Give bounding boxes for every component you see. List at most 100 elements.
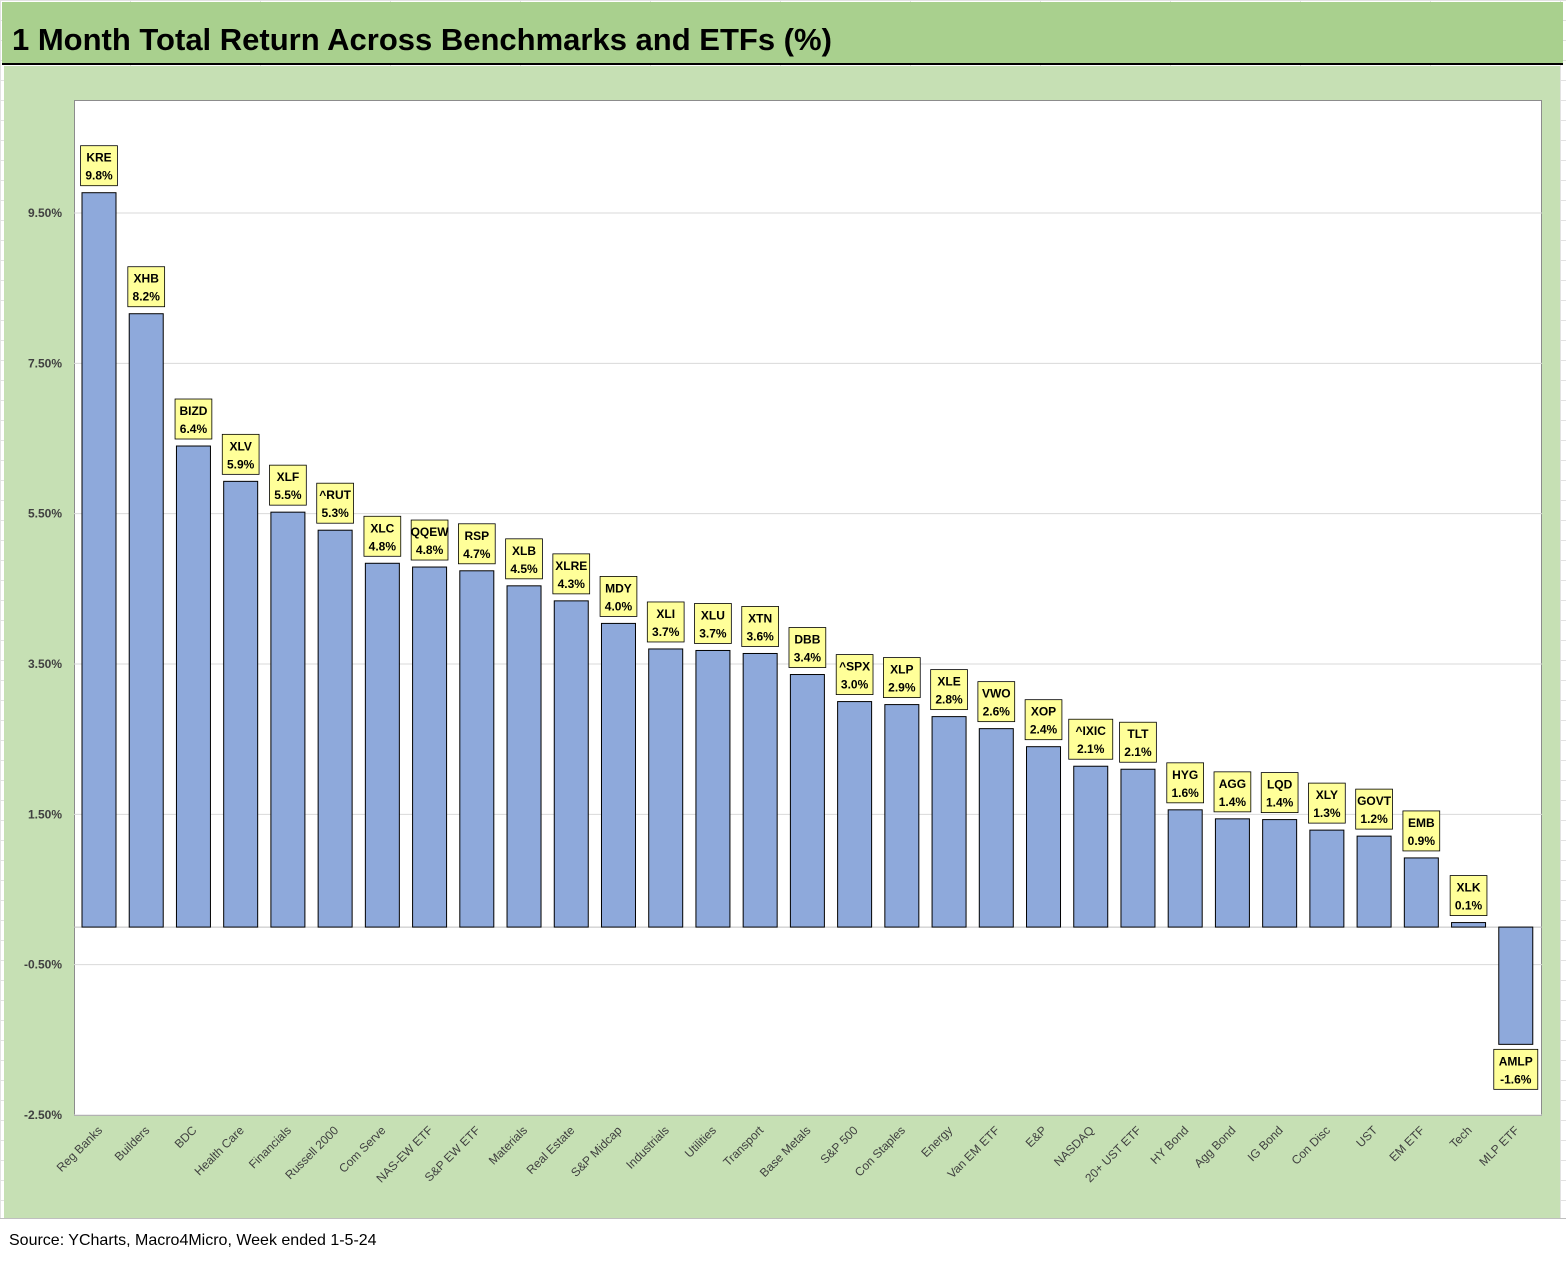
data-label-ticker: TLT: [1127, 727, 1149, 741]
data-label-value: 2.6%: [983, 705, 1011, 719]
x-tick-label: BDC: [172, 1123, 200, 1151]
data-label-box: [552, 553, 591, 595]
data-label-box: [410, 519, 449, 561]
x-tick-label: S&P Midcap: [568, 1123, 625, 1180]
data-label-ticker: HYG: [1172, 768, 1198, 782]
data-label-ticker: KRE: [86, 151, 111, 165]
data-label-ticker: MDY: [605, 581, 632, 595]
x-tick-label: Reg Banks: [54, 1123, 105, 1174]
data-label-value: 4.0%: [605, 599, 633, 613]
data-label-value: 5.3%: [321, 506, 349, 520]
chart-title: 1 Month Total Return Across Benchmarks a…: [12, 22, 832, 57]
data-label-value: -1.6%: [1500, 1072, 1532, 1086]
bar-hyg: [1167, 809, 1203, 928]
data-label-value: 2.9%: [888, 681, 916, 695]
data-label-value: 5.5%: [274, 488, 302, 502]
y-tick-label: -2.50%: [24, 1108, 62, 1122]
data-label-value: 9.8%: [85, 169, 113, 183]
data-label-ticker: XLP: [890, 663, 913, 677]
data-label-value: 4.8%: [416, 543, 444, 557]
data-label-value: 6.4%: [180, 422, 208, 436]
bar-lqd: [1262, 819, 1298, 928]
data-label-ticker: XLY: [1316, 788, 1338, 802]
data-label-ticker: ^RUT: [319, 488, 351, 502]
x-tick-label: Utilities: [682, 1123, 719, 1160]
data-label-box: [1213, 771, 1252, 813]
data-label-value: 3.6%: [746, 629, 774, 643]
data-label-ticker: XTN: [748, 611, 772, 625]
bar-xlv: [223, 480, 259, 928]
data-label-box: [883, 657, 921, 698]
x-tick-label: Agg Bond: [1191, 1123, 1238, 1170]
data-label-ticker: QQEW: [411, 525, 450, 539]
data-label-box: [1068, 718, 1114, 760]
x-tick-label: EM ETF: [1386, 1123, 1427, 1164]
y-tick-label: -0.50%: [24, 958, 62, 972]
x-tick-label: IG Bond: [1245, 1123, 1286, 1164]
data-label-value: 2.1%: [1124, 745, 1152, 759]
data-label-ticker: BIZD: [179, 404, 207, 418]
bars: [81, 192, 1534, 1045]
data-label-box: [977, 681, 1016, 723]
data-label-box: [646, 601, 685, 643]
data-label-box: [127, 266, 166, 308]
data-label-ticker: XLB: [512, 544, 536, 558]
x-tick-label: Materials: [486, 1123, 530, 1167]
data-label-value: 2.1%: [1077, 742, 1105, 756]
bar-xlc: [364, 562, 400, 928]
x-tick-label: MLP ETF: [1476, 1123, 1522, 1169]
x-tick-label: Transport: [720, 1123, 766, 1169]
x-tick-label: Con Staples: [852, 1123, 908, 1179]
y-tick-label: 1.50%: [28, 807, 62, 821]
data-label-ticker: XOP: [1031, 705, 1056, 719]
data-labels: KRE 9.8% XHB 8.2% BIZD 6.4% XLV 5.9% XLF 5.5% ^RUT…: [80, 145, 1539, 1090]
data-label-value: 2.4%: [1030, 723, 1058, 737]
bar-xlb: [506, 585, 542, 928]
data-label-ticker: RSP: [464, 529, 489, 543]
data-label-value: 3.7%: [699, 626, 727, 640]
data-label-box: [174, 398, 213, 440]
bar-rut: [317, 529, 353, 928]
data-label-box: [1119, 721, 1157, 763]
x-tick-label: Financials: [246, 1123, 294, 1171]
data-label-ticker: AGG: [1219, 777, 1246, 791]
data-label-value: 4.7%: [463, 547, 491, 561]
bar-mdy: [600, 622, 636, 928]
bar-xop: [1026, 746, 1062, 928]
bar-kre: [81, 192, 117, 928]
data-label-ticker: LQD: [1267, 778, 1293, 792]
data-label-ticker: XLC: [370, 521, 394, 535]
bar-xlu: [695, 649, 731, 928]
data-label-ticker: DBB: [794, 633, 820, 647]
data-label-box: [1402, 810, 1441, 852]
bar-spx: [837, 701, 873, 928]
y-tick-label: 5.50%: [28, 507, 62, 521]
source-note: Source: YCharts, Macro4Micro, Week ended…: [9, 1232, 377, 1249]
data-label-ticker: XLK: [1457, 881, 1481, 895]
data-label-value: 1.4%: [1266, 796, 1294, 810]
data-label-box: [1308, 782, 1346, 824]
bar-xlre: [553, 600, 589, 928]
data-label-ticker: XHB: [134, 272, 160, 286]
data-label-value: 4.3%: [558, 577, 586, 591]
data-label-box: [269, 464, 307, 506]
data-label-value: 1.3%: [1313, 806, 1341, 820]
data-label-box: [1355, 788, 1393, 830]
bar-qqew: [412, 566, 448, 928]
bar-agg: [1214, 818, 1250, 928]
data-label-value: 3.0%: [841, 678, 869, 692]
data-label-box: [363, 515, 402, 557]
data-label-box: [221, 433, 260, 475]
bar-vwo: [978, 728, 1014, 928]
data-label-ticker: XLU: [701, 608, 725, 622]
bar-tlt: [1120, 768, 1156, 928]
x-tick-label: Industrials: [623, 1123, 672, 1172]
data-label-value: 1.4%: [1219, 795, 1247, 809]
bar-ixic: [1073, 765, 1109, 928]
x-tick-label: NASDAQ: [1051, 1123, 1097, 1169]
x-tick-label: E&P: [1023, 1123, 1050, 1150]
data-label-ticker: XLI: [656, 607, 675, 621]
y-tick-label: 3.50%: [28, 657, 62, 671]
bar-xlp: [884, 704, 920, 928]
